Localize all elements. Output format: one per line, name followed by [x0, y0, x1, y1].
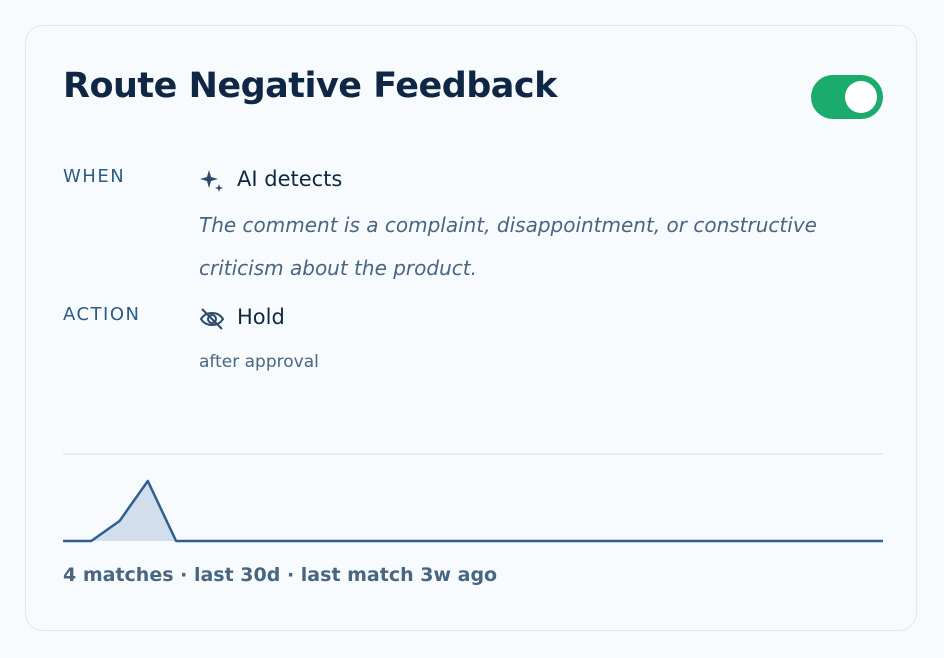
trigger-description: The comment is a complaint, disappointme… — [199, 213, 817, 280]
match-summary: 4 matches · last 30d · last match 3w ago — [63, 564, 498, 586]
action-label: ACTION — [63, 304, 141, 325]
sparkle-icon — [200, 170, 223, 192]
sparkline-line — [63, 479, 883, 543]
card-title: Route Negative Feedback — [63, 66, 557, 106]
toggle-knob — [845, 81, 877, 113]
when-label: WHEN — [63, 166, 126, 187]
enable-toggle[interactable] — [811, 75, 883, 119]
action-detail: after approval — [199, 352, 319, 372]
sparkline — [63, 453, 883, 543]
sparkline-area — [63, 481, 883, 541]
trigger-name: AI detects — [237, 167, 343, 191]
rule-card: Route Negative Feedback WHEN AI detects … — [25, 25, 917, 631]
hidden-icon — [199, 308, 225, 330]
action-name: Hold — [237, 305, 285, 329]
